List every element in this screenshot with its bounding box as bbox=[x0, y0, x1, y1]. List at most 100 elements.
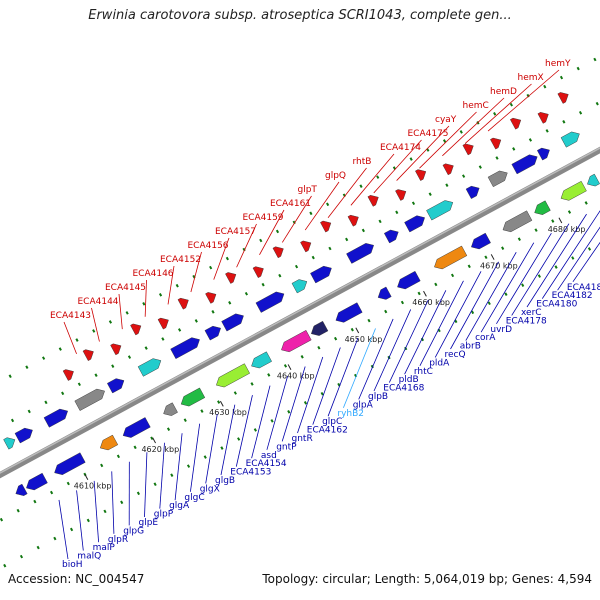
gene-label-bottom: ECA4184 bbox=[567, 283, 600, 293]
label-leader-line bbox=[251, 385, 271, 459]
gene-feature bbox=[537, 112, 549, 124]
gene-label-top: ECA4161 bbox=[270, 199, 311, 209]
gene-label-bottom: glgX bbox=[200, 484, 220, 494]
scale-tick bbox=[287, 364, 292, 370]
gene-arrow bbox=[320, 220, 332, 233]
scale-label: 4670 kbp bbox=[480, 261, 518, 270]
gene-label-bottom: glpB bbox=[368, 392, 388, 402]
gene-feature bbox=[170, 337, 200, 359]
dotted-track bbox=[3, 241, 600, 568]
gene-arrow bbox=[346, 243, 374, 264]
accession-text: Accession: NC_004547 bbox=[8, 572, 145, 586]
gene-arrow bbox=[3, 437, 16, 450]
scale-tick bbox=[84, 474, 89, 480]
gene-arrow bbox=[272, 246, 284, 259]
gene-arrow bbox=[311, 320, 329, 336]
gene-arrow bbox=[537, 112, 549, 124]
gene-label-bottom: uvrD bbox=[490, 325, 512, 335]
label-leader-line bbox=[111, 471, 115, 534]
gene-arrow bbox=[587, 173, 600, 187]
gene-label-bottom: glpA bbox=[353, 400, 374, 410]
gene-label-bottom: corA bbox=[475, 333, 496, 343]
gene-arrow bbox=[82, 349, 94, 361]
label-leader-line bbox=[557, 226, 600, 291]
scale-label: 4680 kbp bbox=[548, 225, 586, 234]
gene-arrow bbox=[170, 337, 200, 359]
label-leader-line bbox=[236, 223, 257, 268]
gene-feature bbox=[434, 245, 468, 270]
label-leader-line bbox=[450, 261, 499, 350]
gene-feature bbox=[534, 200, 551, 215]
label-leader-line bbox=[259, 209, 285, 256]
genome-axis bbox=[0, 146, 600, 479]
gene-arrow bbox=[130, 323, 142, 336]
gene-feature bbox=[346, 243, 374, 264]
gene-label-bottom: recQ bbox=[445, 350, 466, 360]
gene-feature bbox=[14, 427, 33, 444]
gene-label-bottom: pldA bbox=[429, 358, 450, 368]
gene-arrow bbox=[216, 363, 250, 388]
gene-feature bbox=[490, 137, 502, 150]
gene-label-bottom: glpC bbox=[322, 417, 342, 427]
label-leader-line bbox=[63, 321, 77, 355]
gene-arrow bbox=[434, 245, 468, 270]
gene-arrow bbox=[255, 291, 285, 313]
label-leader-line bbox=[220, 404, 236, 476]
gene-feature bbox=[383, 229, 399, 244]
topology-length-genes-text: Topology: circular; Length: 5,064,019 bp… bbox=[262, 572, 592, 586]
gene-feature bbox=[221, 313, 244, 332]
gene-arrow bbox=[221, 313, 244, 332]
gene-label-bottom: ECA4178 bbox=[506, 316, 547, 326]
label-leader-line bbox=[76, 490, 84, 551]
gene-label-bottom: ECA4180 bbox=[536, 300, 577, 310]
gene-arrow bbox=[557, 92, 569, 104]
label-leader-line bbox=[93, 480, 99, 543]
label-leader-line bbox=[541, 210, 600, 299]
gene-feature bbox=[82, 349, 94, 361]
gene-feature bbox=[347, 214, 359, 227]
gene-feature bbox=[54, 452, 86, 475]
gene-arrow bbox=[300, 240, 312, 253]
gene-arrow bbox=[122, 417, 151, 438]
gene-feature bbox=[557, 92, 569, 104]
gene-feature bbox=[26, 472, 48, 491]
gene-arrow bbox=[225, 272, 237, 284]
gene-arrow bbox=[180, 387, 206, 407]
gene-arrow bbox=[560, 131, 580, 148]
gene-label-top: cyaY bbox=[435, 115, 457, 125]
gene-feature bbox=[442, 163, 454, 176]
scale-label: 4610 kbp bbox=[74, 482, 112, 491]
gene-label-bottom: ECA4153 bbox=[230, 468, 271, 478]
dotted-track bbox=[0, 57, 597, 384]
label-leader-line bbox=[304, 181, 340, 231]
gene-label-bottom: glgC bbox=[184, 493, 204, 503]
gene-arrow bbox=[397, 270, 421, 290]
gene-feature bbox=[205, 292, 217, 304]
gene-label-bottom: ECA4182 bbox=[552, 291, 593, 301]
gene-label-bottom: xerC bbox=[521, 308, 542, 318]
gene-feature bbox=[177, 297, 189, 310]
gene-arrow bbox=[163, 402, 178, 416]
gene-feature bbox=[204, 325, 221, 341]
label-leader-line bbox=[373, 309, 412, 392]
label-leader-line bbox=[442, 97, 505, 157]
gene-arrow bbox=[107, 378, 125, 394]
label-leader-line bbox=[144, 279, 147, 317]
label-leader-line bbox=[297, 356, 324, 434]
gene-arrow bbox=[377, 286, 392, 300]
gene-feature bbox=[62, 369, 74, 381]
gene-label-bottom: bioH bbox=[62, 560, 83, 570]
gene-arrow bbox=[26, 472, 48, 491]
gene-label-bottom: malP bbox=[93, 543, 116, 553]
gene-arrow bbox=[471, 232, 491, 250]
gene-label-top: hemX bbox=[518, 73, 544, 83]
label-leader-line bbox=[480, 242, 535, 333]
label-leader-line bbox=[91, 307, 100, 342]
gene-feature bbox=[43, 408, 68, 428]
scale-label: 4660 kbp bbox=[412, 298, 450, 307]
scale-label: 4650 kbp bbox=[345, 335, 383, 344]
scale-tick bbox=[219, 400, 224, 407]
gene-feature bbox=[99, 434, 119, 451]
gene-label-bottom: ECA4168 bbox=[383, 384, 424, 394]
